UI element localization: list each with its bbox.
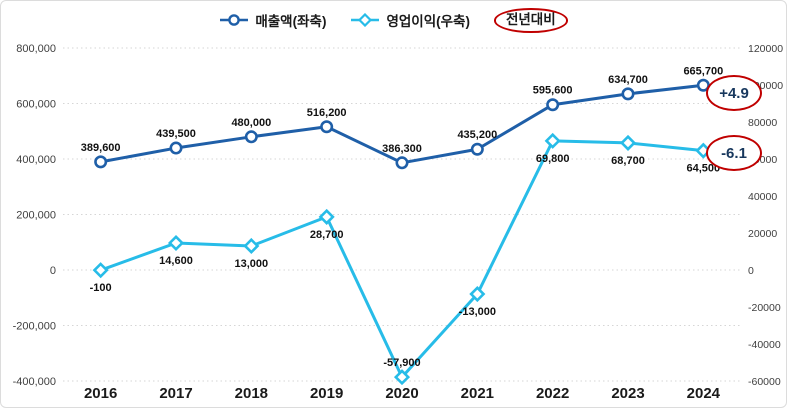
x-axis-label[interactable]: 2016	[84, 385, 117, 402]
data-point-marker-diamond[interactable]	[393, 369, 411, 386]
x-axis-label[interactable]: 2018	[235, 385, 268, 402]
data-label: 516,200	[307, 107, 347, 119]
data-point-marker-circle[interactable]	[395, 156, 409, 170]
data-label: 439,500	[156, 128, 196, 140]
x-axis-label[interactable]: 2017	[159, 385, 192, 402]
data-point-marker-circle[interactable]	[320, 120, 334, 134]
right-axis-tick-label: -40000	[748, 339, 781, 351]
data-label: -13,000	[459, 306, 496, 318]
left-axis-tick-label: -200,000	[13, 321, 56, 333]
data-label: 68,700	[611, 155, 645, 167]
data-point-marker-circle[interactable]	[621, 87, 635, 101]
data-label: 64,500	[687, 163, 721, 175]
profit-line-marker-icon	[351, 13, 380, 28]
data-point-marker-diamond[interactable]	[469, 286, 486, 303]
chart-legend: 매출액(좌축) 영업이익(우축) 전년대비	[1, 8, 786, 33]
data-point-marker-circle[interactable]	[546, 98, 560, 112]
left-axis-tick-label: 200,000	[16, 210, 56, 222]
data-label: 13,000	[235, 258, 269, 270]
right-axis-tick-label: -20000	[748, 302, 781, 314]
right-axis-tick-label: 40000	[748, 191, 777, 203]
data-label: 386,300	[382, 143, 422, 155]
data-point-marker-circle[interactable]	[94, 155, 108, 169]
left-axis-tick-label: 0	[50, 265, 56, 277]
right-axis-tick-label: 120000	[748, 43, 783, 55]
data-point-marker-diamond[interactable]	[167, 234, 185, 252]
data-point-marker-circle[interactable]	[470, 142, 484, 156]
data-label: 28,700	[310, 229, 344, 241]
data-label: 634,700	[608, 74, 648, 86]
left-axis-tick-label: 600,000	[16, 99, 56, 111]
annotation-profit-yoy: -6.1	[706, 135, 762, 171]
legend-label-revenue: 매출액(좌축)	[255, 14, 327, 30]
revenue-line-marker-icon	[220, 14, 249, 27]
data-point-marker-circle[interactable]	[244, 130, 258, 144]
right-axis-tick-label: 0	[748, 265, 754, 277]
left-axis-tick-label: 400,000	[16, 154, 56, 166]
data-label: 389,600	[81, 142, 121, 154]
x-axis-label[interactable]: 2023	[611, 385, 644, 402]
data-label: 665,700	[683, 65, 723, 77]
data-point-marker-diamond[interactable]	[243, 237, 260, 254]
data-label: 435,200	[457, 129, 497, 141]
left-axis-tick-label: 800,000	[16, 43, 56, 55]
x-axis-label[interactable]: 2024	[687, 385, 721, 402]
data-label: 595,600	[533, 85, 573, 97]
data-point-marker-diamond[interactable]	[92, 262, 109, 279]
data-point-marker-diamond[interactable]	[544, 132, 561, 149]
data-label: 480,000	[231, 117, 271, 129]
data-label: -57,900	[383, 357, 420, 369]
data-point-marker-diamond[interactable]	[619, 134, 637, 151]
left-axis-tick-label: -400,000	[13, 376, 56, 388]
data-point-marker-circle[interactable]	[169, 141, 183, 155]
yoy-legend-ellipse: 전년대비	[493, 8, 568, 33]
right-axis-tick-label: 20000	[748, 228, 777, 240]
x-axis-label[interactable]: 2022	[536, 385, 569, 402]
legend-item-yoy: 전년대비	[493, 8, 568, 33]
x-axis-label[interactable]: 2020	[385, 385, 418, 402]
x-axis-label[interactable]: 2019	[310, 385, 343, 402]
right-axis-tick-label: 80000	[748, 117, 777, 129]
data-label: 69,800	[536, 153, 570, 165]
right-axis-tick-label: -60000	[748, 376, 781, 388]
data-label: 14,600	[159, 255, 193, 267]
legend-item-profit[interactable]: 영업이익(우축)	[350, 10, 470, 30]
data-label: -100	[90, 282, 112, 294]
data-point-marker-diamond[interactable]	[318, 208, 335, 225]
annotation-revenue-yoy: +4.9	[706, 75, 762, 111]
x-axis-label[interactable]: 2021	[461, 385, 494, 402]
legend-label-profit: 영업이익(우축)	[386, 14, 470, 30]
legend-item-revenue[interactable]: 매출액(좌축)	[219, 10, 326, 30]
